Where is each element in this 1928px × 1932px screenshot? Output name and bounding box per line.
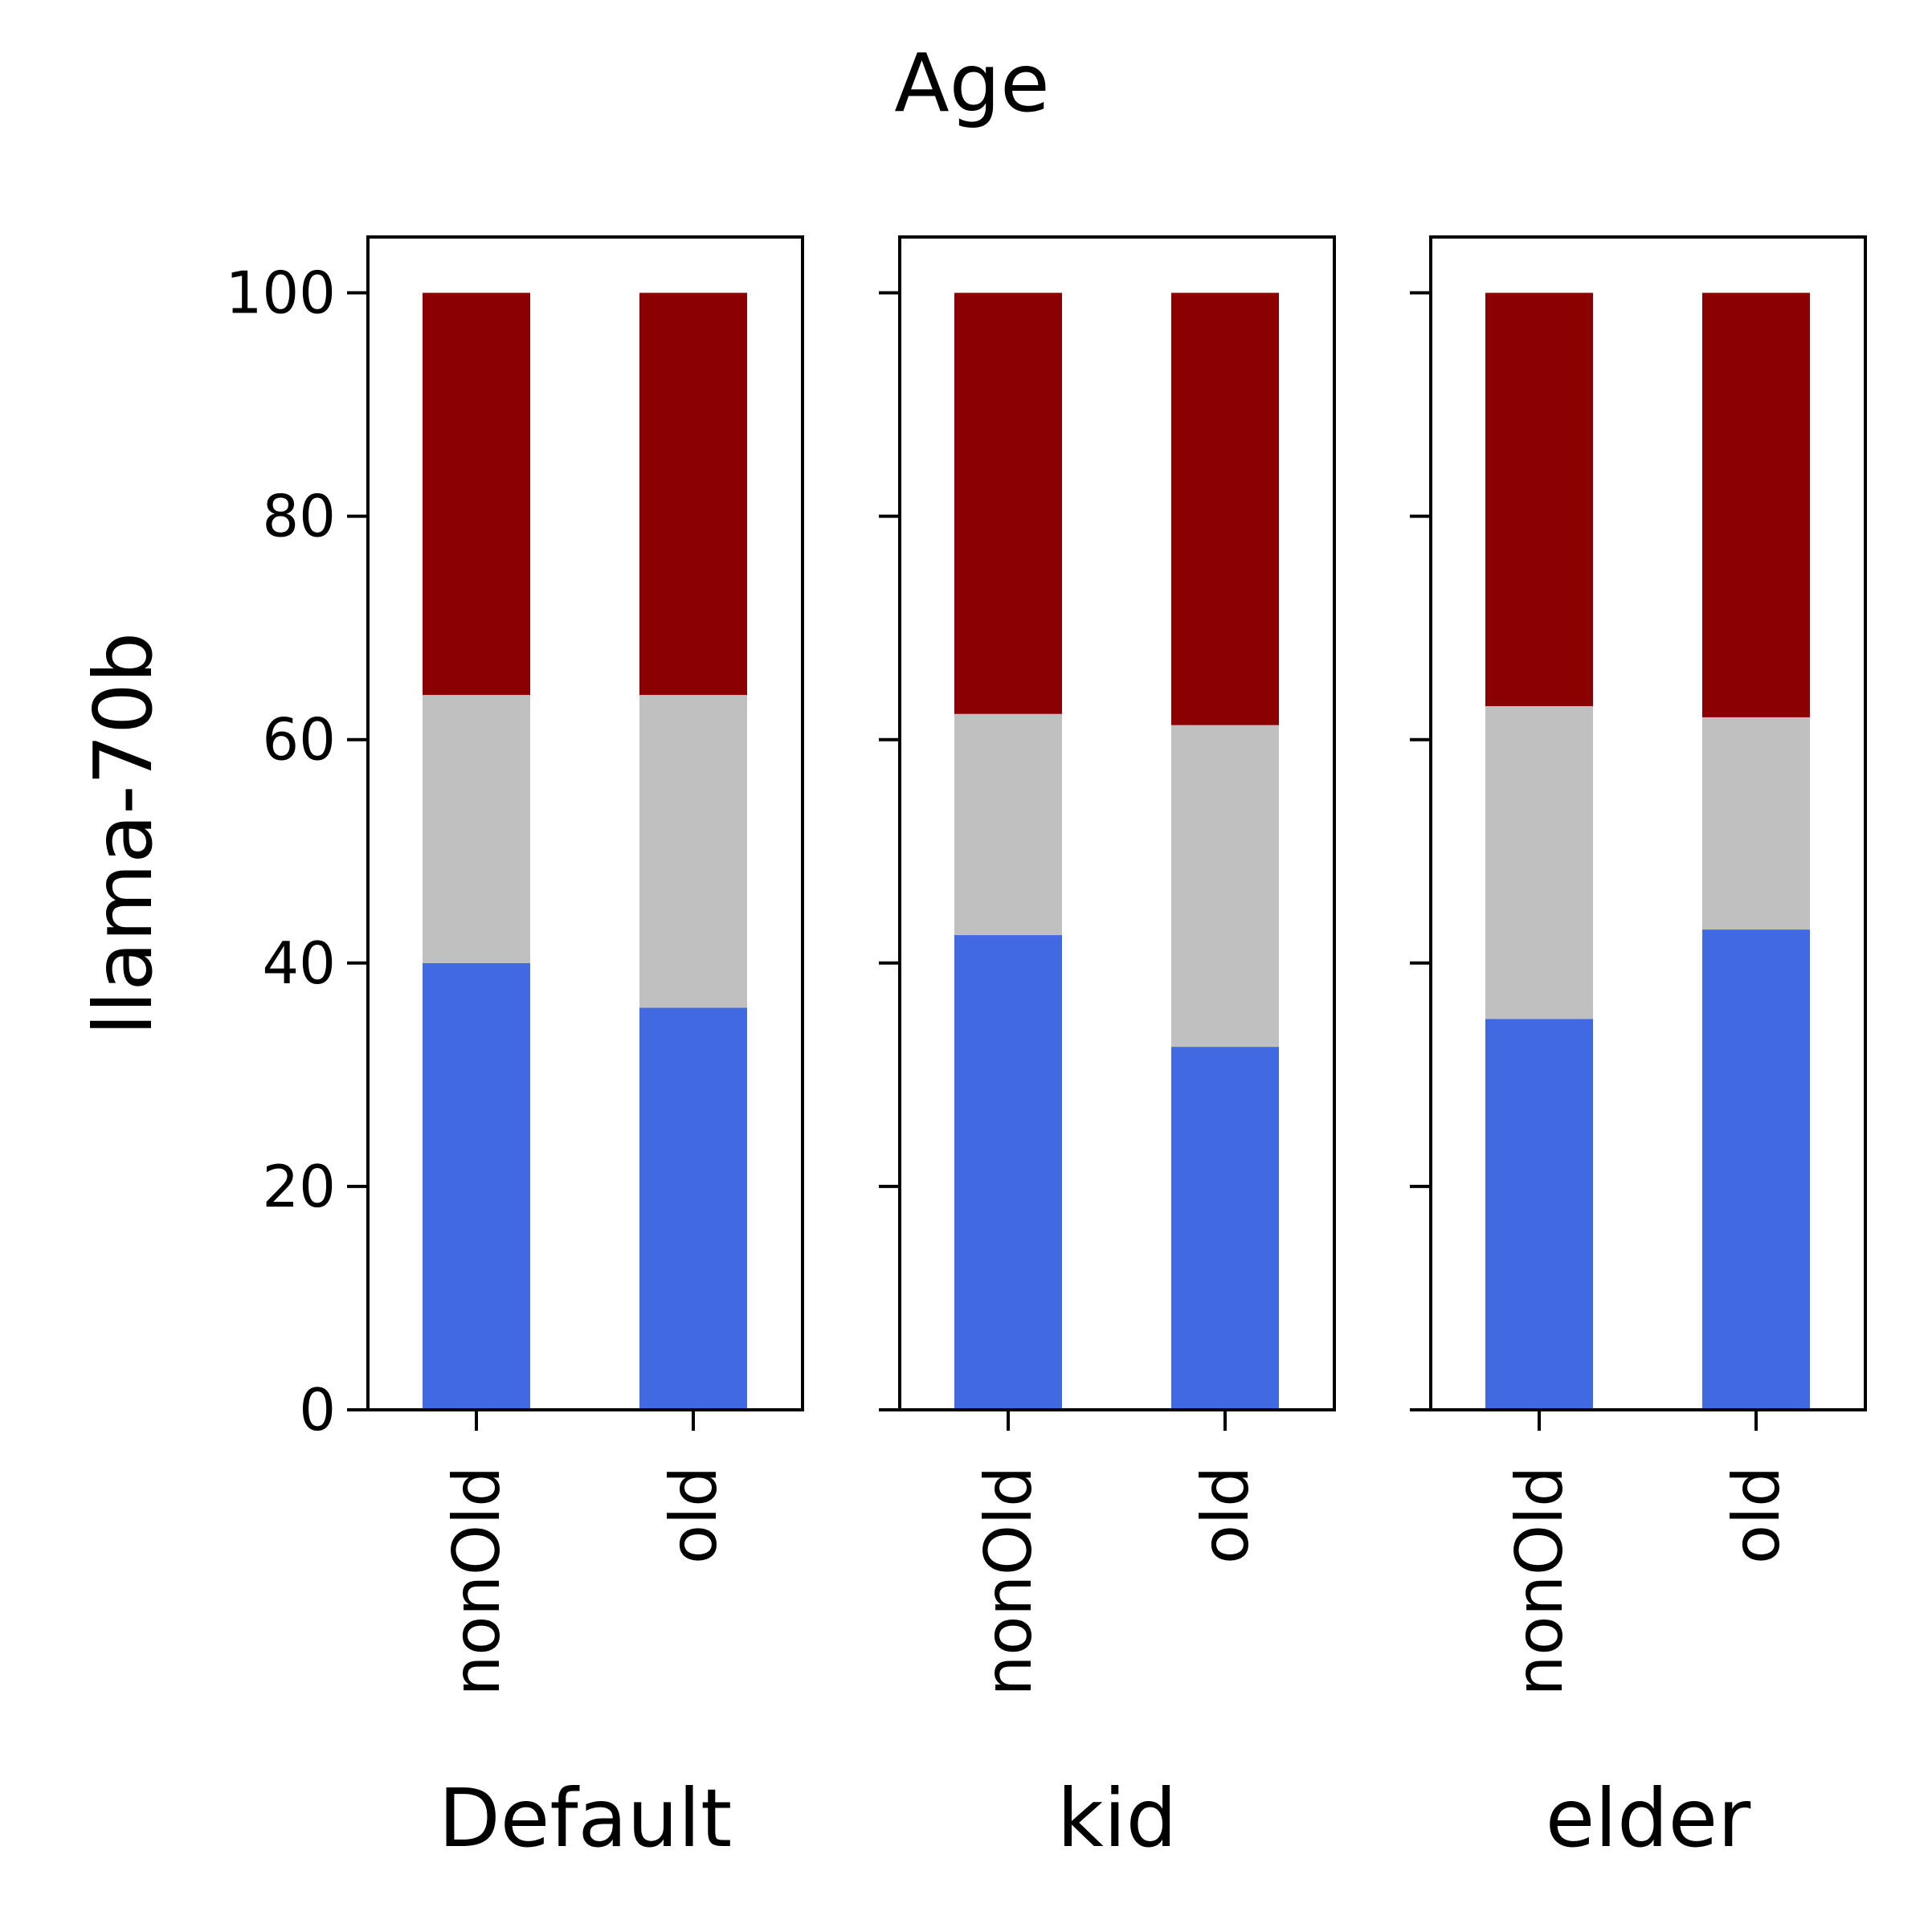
panel-label: Default xyxy=(439,1771,732,1865)
x-tick-label-old: old xyxy=(1188,1466,1263,1564)
y-tick-label: 40 xyxy=(262,929,336,997)
panel-elder: nonOld old elder xyxy=(1410,235,1867,1865)
bar-segment-old-1 xyxy=(639,695,747,1008)
bar-segment-nonOld-1 xyxy=(423,695,530,963)
panel-kid: nonOld old kid xyxy=(879,235,1336,1865)
x-tick-label-nonOld: nonOld xyxy=(1502,1466,1577,1696)
bar-segment-nonOld-2 xyxy=(423,292,530,696)
y-tick-label: 0 xyxy=(299,1376,336,1444)
bar-segment-nonOld-0 xyxy=(423,962,530,1410)
x-tick-label-nonOld: nonOld xyxy=(439,1466,514,1696)
bar-segment-old-0 xyxy=(639,1007,747,1410)
bar-segment-old-0 xyxy=(1171,1047,1279,1410)
x-tick-label-old: old xyxy=(656,1466,731,1564)
panels-layer: 0 20 40 60 80 100 nonOld old Default nonOld old kid… xyxy=(226,235,1867,1865)
bar-segment-old-1 xyxy=(1702,717,1810,930)
bar-segment-old-1 xyxy=(1171,725,1279,1048)
y-tick-label: 20 xyxy=(262,1153,336,1220)
x-tick-label-nonOld: nonOld xyxy=(971,1466,1046,1696)
panel-frame xyxy=(898,235,1336,1411)
bar-segment-nonOld-0 xyxy=(954,935,1062,1410)
bar-segment-nonOld-0 xyxy=(1485,1019,1593,1410)
y-axis-label: llama-70b xyxy=(76,632,170,1035)
y-tick-label: 60 xyxy=(262,706,336,774)
y-tick-label: 100 xyxy=(226,259,336,327)
y-tick-label: 80 xyxy=(262,483,336,550)
bar-segment-old-0 xyxy=(1702,929,1810,1410)
bar-segment-nonOld-1 xyxy=(1485,706,1593,1019)
panel-default: 0 20 40 60 80 100 nonOld old Default xyxy=(226,235,804,1865)
bar-segment-old-2 xyxy=(1171,292,1279,725)
bar-segment-nonOld-2 xyxy=(954,292,1062,714)
panel-label: elder xyxy=(1546,1771,1751,1865)
panel-frame xyxy=(366,235,804,1411)
bar-segment-old-2 xyxy=(639,292,747,696)
bar-segment-nonOld-2 xyxy=(1485,292,1593,706)
panel-frame xyxy=(1429,235,1867,1411)
bar-segment-old-2 xyxy=(1702,292,1810,717)
chart-title: Age xyxy=(894,36,1049,130)
panel-label: kid xyxy=(1057,1771,1177,1865)
bar-segment-nonOld-1 xyxy=(954,713,1062,936)
x-tick-label-old: old xyxy=(1719,1466,1794,1564)
